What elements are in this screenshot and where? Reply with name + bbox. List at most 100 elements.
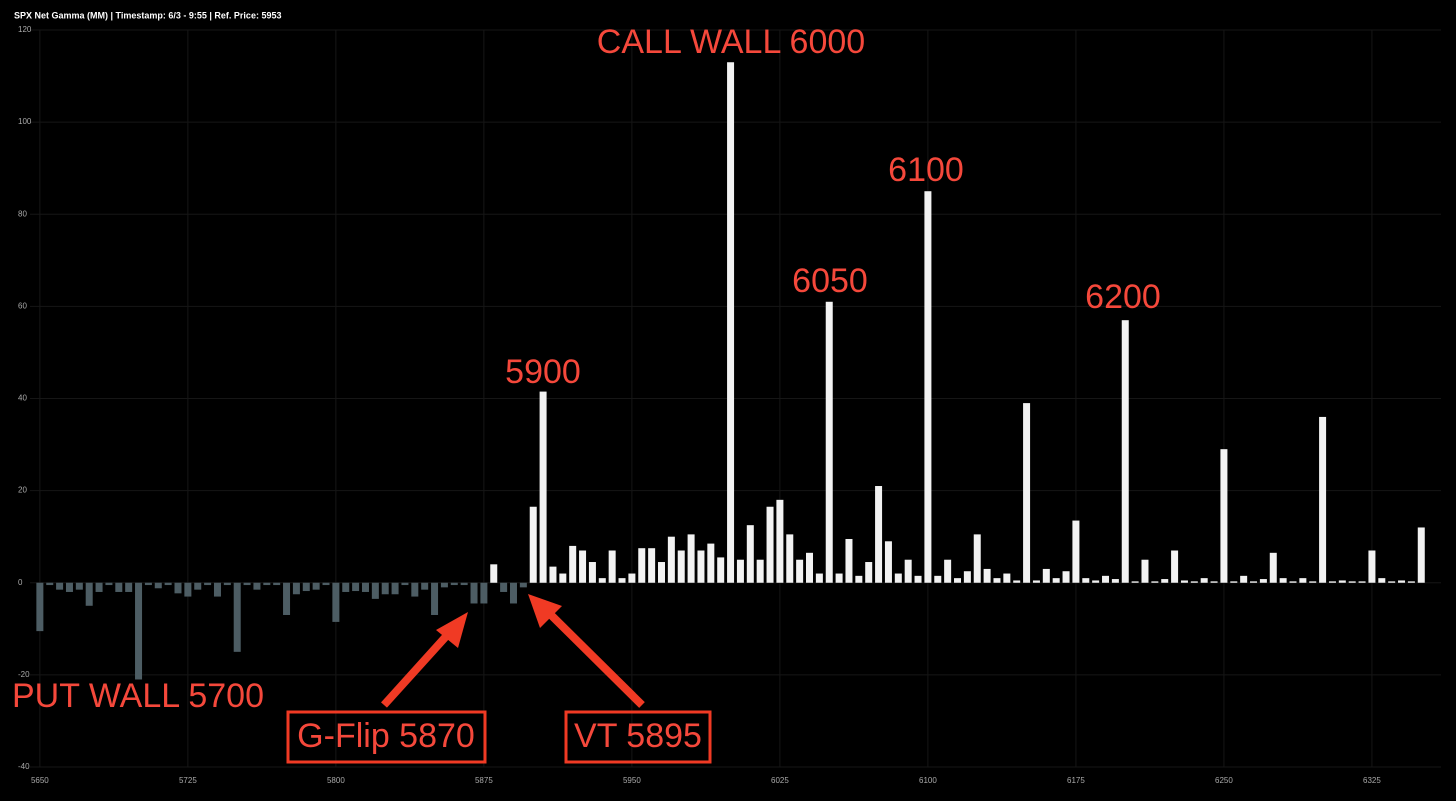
bar [46,582,54,586]
bar [470,582,478,604]
bar [1368,550,1376,583]
bar [480,582,488,604]
bar [954,578,962,583]
bar [884,541,892,583]
bar [1200,578,1208,583]
bar [815,573,823,583]
bar [1131,581,1139,583]
annotation: 6200 [1085,278,1161,316]
x-tick-label: 6025 [771,776,789,785]
bar [1092,580,1100,583]
bar [135,582,143,680]
bar [1328,581,1336,583]
bar [1013,580,1021,583]
bar [1042,568,1050,583]
bar [105,582,113,586]
bar [302,582,310,592]
bar [1250,581,1258,583]
bar [1269,552,1277,583]
bar [786,534,794,583]
bar [1210,581,1218,583]
bar [1220,449,1228,583]
bar [1102,575,1110,583]
x-tick-label: 6325 [1363,776,1381,785]
annotations: CALL WALL 6000 6100 6050 6200 5900 PUT WALL 5… [12,23,1161,755]
bar [1240,575,1248,583]
annotation: VT 5895 [574,717,702,755]
bar [1230,581,1238,583]
bar [746,525,754,583]
bar [75,582,83,590]
bar [283,582,291,615]
annotation: G-Flip 5870 [297,717,475,755]
bar [1111,579,1119,583]
bar [125,582,133,592]
bar [559,573,567,583]
bar [292,582,300,595]
bar [796,559,804,583]
bar [648,548,656,583]
x-tick-label: 5950 [623,776,641,785]
bar [85,582,93,606]
y-tick-label: 120 [18,25,32,34]
bar [894,573,902,583]
bar [1151,581,1159,583]
x-tick-label: 6175 [1067,776,1085,785]
bar [914,575,922,583]
bar [223,582,231,586]
bar [184,582,192,597]
bar [1289,581,1297,583]
bar [549,566,557,583]
bar [56,582,64,590]
bar [865,562,873,583]
x-tick-label: 6250 [1215,776,1233,785]
bar [263,582,271,586]
bar [736,559,744,583]
bar [628,573,636,583]
bar [539,391,547,583]
bar [1279,578,1287,583]
bar [806,552,814,583]
bar [776,499,784,583]
bar [154,582,162,589]
bar [993,578,1001,583]
bar [509,582,517,604]
bar [322,582,330,586]
grid: -40 -20 0 20 40 60 80 100 120 5650 5725 5800 5875 595… [18,25,1441,785]
bar [381,582,389,595]
bar [1407,581,1415,583]
bar [569,545,577,583]
bar [1259,579,1267,583]
bar [756,559,764,583]
bar [401,582,409,586]
bar [608,550,616,583]
bar [697,550,705,583]
bar [352,582,360,592]
bar [1417,527,1425,583]
bar [1348,581,1356,583]
bar [233,582,241,652]
bar [312,582,320,590]
bar [411,582,419,597]
bar [164,582,172,586]
bar [421,582,429,590]
bar [1378,578,1386,583]
bar [213,582,221,597]
bar [194,582,202,590]
annotation: 5900 [505,353,581,391]
bar [253,582,261,590]
bar [1171,550,1179,583]
bar [579,550,587,583]
bar [717,557,725,583]
bar [529,506,537,583]
bar [1338,580,1346,583]
bar [36,582,44,632]
bar [766,506,774,583]
bar [1082,578,1090,583]
x-tick-label: 5800 [327,776,345,785]
bars [36,62,1425,680]
bar [273,582,281,586]
bar [342,582,350,592]
